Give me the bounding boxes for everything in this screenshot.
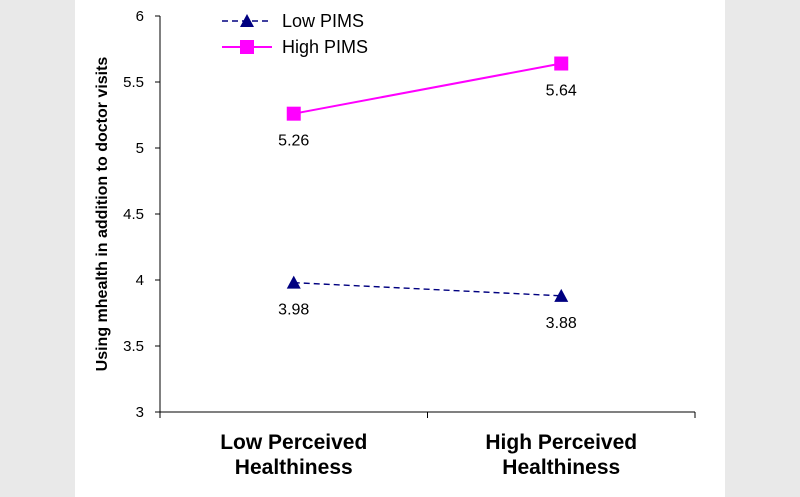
series-line [293,62,562,115]
data-point-marker [286,106,301,121]
y-axis-label: Using mhealth in addition to doctor visi… [94,57,111,372]
legend-label: Low PIMS [282,11,364,31]
y-tick-label: 4 [136,272,144,289]
x-category-label: Low Perceived Healthiness [220,431,367,479]
y-tick-label: 5 [136,140,144,157]
legend-item: High PIMS [222,37,368,57]
x-axis-categories: Low Perceived Healthiness High Perceived He… [220,431,637,479]
data-point-marker [554,288,569,302]
y-tick-label: 4.5 [123,206,144,223]
data-point-marker [286,275,301,289]
series-line [293,281,562,297]
legend-marker [240,14,254,27]
chart-axes [159,16,696,418]
data-label: 5.26 [278,133,309,150]
legend-label: High PIMS [282,37,368,57]
y-tick-label: 3 [136,404,144,421]
chart-legend: Low PIMS High PIMS [222,11,368,57]
x-category-label: High Perceived Healthiness [485,431,637,479]
legend-item: Low PIMS [222,11,364,31]
y-tick-label: 6 [136,8,144,25]
series-high-pims: 5.26 5.64 [278,56,577,150]
data-label: 3.88 [546,315,577,332]
legend-marker [240,40,254,54]
y-tick-label: 3.5 [123,338,144,355]
data-series: 3.98 3.88 5.26 5.64 [278,56,577,332]
y-axis-ticks: 3 3.5 4 4.5 5 5.5 6 [123,8,160,421]
y-tick-label: 5.5 [123,74,144,91]
data-label: 5.64 [546,83,577,100]
chart-panel [75,0,725,497]
data-point-marker [554,56,569,71]
data-label: 3.98 [278,302,309,319]
series-low-pims: 3.98 3.88 [278,275,577,332]
